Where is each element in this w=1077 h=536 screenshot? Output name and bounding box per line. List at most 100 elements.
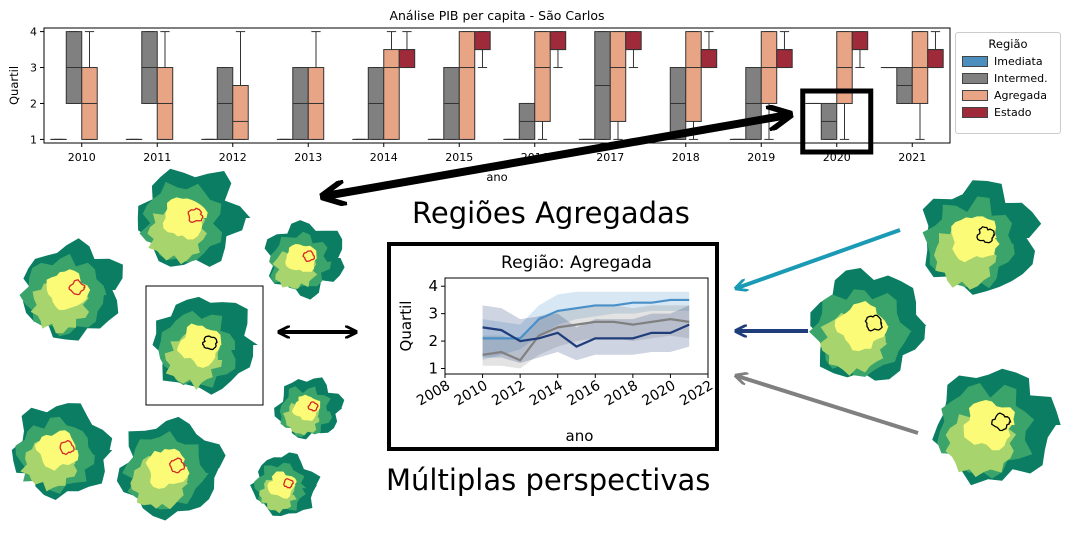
box-intermed-2021 — [896, 67, 913, 104]
series-line-2 — [482, 323, 690, 348]
box-intermed-2019 — [745, 67, 762, 140]
boxplot-legend: Região Imediata Intermed. Agregada Estado — [955, 32, 1061, 134]
legend-label: Agregada — [994, 88, 1048, 102]
box-intermed-2018 — [669, 67, 687, 140]
map-thumb-8 — [250, 452, 321, 516]
map-thumb-3 — [264, 220, 345, 300]
y-tick-label: 4 — [428, 277, 438, 295]
legend-label: Intermed. — [994, 71, 1048, 85]
region-yellow — [176, 323, 222, 368]
selected-map-frame — [145, 285, 264, 406]
box-estado-2017 — [625, 31, 642, 69]
region-yellow — [285, 244, 318, 272]
city-outline — [302, 250, 316, 263]
box-agregada-2015 — [458, 31, 476, 140]
box-body — [534, 31, 551, 122]
map-thumb-2 — [19, 238, 123, 341]
confidence-band-1 — [482, 305, 690, 369]
box-body — [609, 31, 627, 122]
city-outline — [864, 314, 883, 332]
box-body — [474, 31, 491, 51]
box-body — [700, 49, 718, 69]
box-body — [776, 49, 793, 69]
box-estado-2020 — [851, 31, 869, 69]
maps-layer — [11, 168, 1061, 521]
box-estado-2018 — [700, 31, 718, 69]
box-agregada-2017 — [609, 31, 627, 140]
box-body — [625, 31, 642, 51]
x-tick-label: 2012 — [219, 151, 247, 164]
x-tick-label: 2010 — [68, 151, 96, 164]
y-tick-label: 2 — [30, 97, 37, 110]
arrow-teal — [737, 228, 901, 288]
city-outline — [187, 207, 204, 223]
box-estado-2021 — [927, 31, 944, 69]
region-yellow — [267, 471, 297, 499]
linechart-xlabel: ano — [566, 427, 594, 445]
arrows-layer — [280, 115, 919, 435]
box-agregada-2010 — [81, 31, 98, 140]
city-outline — [68, 279, 86, 296]
map-right-teal — [922, 180, 1042, 295]
linechart-frame — [444, 277, 709, 375]
box-agregada-2021 — [911, 31, 929, 140]
legend-item: Agregada — [962, 88, 1060, 102]
box-estado-2014 — [398, 31, 416, 69]
box-intermed-2016 — [518, 102, 536, 140]
x-tick-label: 2014 — [370, 151, 398, 164]
box-agregada-2014 — [383, 31, 400, 140]
box-body — [927, 49, 944, 69]
highlight-2020-box — [800, 88, 874, 155]
heading-regioes-agregadas: Regiões Agregadas — [412, 196, 690, 230]
y-tick-label: 2 — [428, 332, 438, 350]
y-tick-label: 3 — [30, 62, 37, 75]
box-body — [398, 49, 416, 69]
boxplot-chart: Análise PIB per capita - São Carlos Quart… — [7, 8, 951, 184]
heading-multiplas-perspectivas: Múltiplas perspectivas — [386, 463, 711, 497]
map-right-navy — [809, 268, 927, 381]
boxplot-frame — [43, 27, 951, 144]
map-thumb-7 — [116, 416, 226, 521]
y-tick-label: 4 — [30, 26, 37, 39]
city-outline — [283, 478, 294, 489]
region-yellow — [963, 400, 1015, 451]
x-tick-label: 2011 — [143, 151, 171, 164]
legend-swatch — [962, 89, 988, 101]
y-tick-label: 1 — [30, 133, 37, 146]
legend-label: Imediata — [994, 54, 1043, 68]
box-intermed-2011 — [141, 31, 158, 104]
region-yellow — [46, 269, 91, 310]
box-body — [383, 49, 400, 140]
city-outline — [991, 412, 1012, 432]
linechart-ylabel: Quartil — [397, 301, 415, 352]
x-tick-label: 2021 — [898, 151, 926, 164]
box-body — [232, 85, 249, 140]
map-thumb-selected — [152, 296, 258, 395]
confidence-band-0 — [482, 291, 690, 361]
box-agregada-2011 — [156, 31, 174, 140]
box-body — [458, 31, 476, 140]
box-agregada-2016 — [534, 31, 551, 140]
boxplot-xlabel: ano — [486, 170, 507, 184]
series-line-1 — [482, 318, 690, 362]
city-outline — [307, 401, 319, 412]
confidence-band-2 — [482, 305, 690, 364]
legend-item: Imediata — [962, 54, 1060, 68]
box-agregada-2013 — [307, 31, 325, 140]
x-tick-label: 2017 — [596, 151, 624, 164]
legend-swatch — [962, 106, 988, 118]
boxplot-title: Análise PIB per capita - São Carlos — [389, 8, 604, 23]
city-outline — [59, 439, 75, 456]
city-outline — [976, 226, 996, 244]
box-intermed-2015 — [443, 67, 460, 140]
box-intermed-2012 — [216, 67, 234, 140]
map-right-gray — [932, 368, 1061, 486]
box-body — [685, 31, 702, 122]
linechart-title: Região: Agregada — [501, 253, 652, 273]
city-outline — [168, 457, 186, 474]
arrow-gray — [737, 376, 919, 435]
legend-label: Estado — [994, 105, 1032, 119]
map-thumb-6 — [11, 403, 113, 500]
box-estado-2016 — [549, 31, 567, 69]
